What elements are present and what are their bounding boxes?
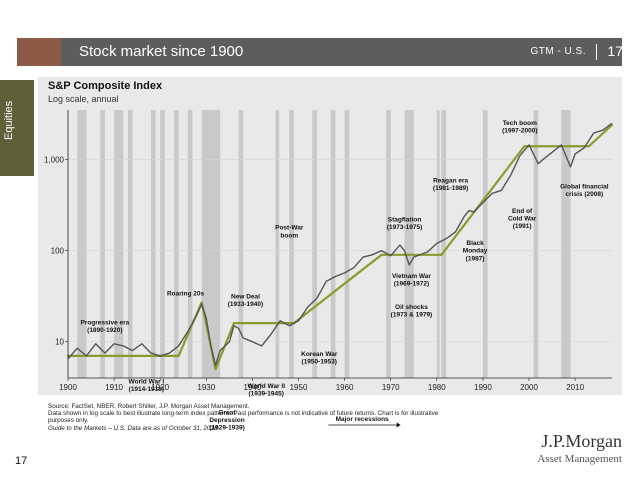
major-recessions-arrowhead	[396, 422, 401, 428]
annotation-5: World War II (1939-1945)	[247, 383, 285, 398]
x-tick-label-0: 1900	[59, 383, 77, 392]
x-tick-label-3: 1930	[197, 383, 215, 392]
annotation-15: End of Cold War (1991)	[508, 208, 537, 230]
sp-composite-line	[67, 122, 613, 367]
annotation-1: Roaring 20s	[167, 291, 205, 298]
page-number: 17	[15, 455, 28, 467]
annotation-4: Great Depression (1929-1939)	[209, 409, 244, 431]
annotation-11: Oil shocks (1973 & 1979)	[391, 304, 433, 319]
chart-lines	[66, 122, 614, 371]
header-page-number: 17	[607, 43, 623, 59]
recession-band-0	[77, 110, 87, 378]
recession-band-13	[330, 110, 336, 378]
trend-segment-9	[587, 123, 614, 148]
annotation-12: Reagan era (1981-1989)	[433, 178, 469, 193]
x-tick-label-1: 1910	[105, 383, 123, 392]
recession-band-15	[386, 110, 391, 378]
recession-band-3	[127, 110, 133, 378]
page-title: Stock market since 1900	[79, 43, 244, 60]
recession-bands	[77, 110, 571, 378]
x-tick-label-2: 1920	[151, 383, 169, 392]
header-accent-tab	[17, 38, 61, 66]
recession-band-18	[441, 110, 447, 378]
chart-axes: 1900 1910 1920 1930 1940 1950 1960 1970 1980 1990…	[44, 110, 612, 392]
annotation-0: Progressive era (1890-1920)	[80, 319, 129, 334]
x-tick-label-4: 1940	[244, 383, 262, 392]
y-tick-label-2: 1,000	[44, 156, 65, 165]
header-divider	[596, 44, 597, 60]
trend-segment-5	[292, 253, 383, 325]
annotation-7: Korean War (1950-1953)	[301, 351, 338, 366]
disclaimer-line-1: Data shown in log scale to best illustra…	[48, 410, 439, 418]
disclaimer-line-2: purposes only.	[48, 417, 89, 425]
recession-band-10	[275, 110, 280, 378]
recession-band-9	[238, 110, 244, 378]
recession-band-7	[187, 110, 193, 378]
recession-band-19	[482, 110, 488, 378]
recession-band-8	[201, 110, 221, 378]
header-tag: GTM - U.S.	[530, 46, 586, 57]
annotation-9: Stagflation (1973-1975)	[387, 216, 422, 231]
recession-band-6	[174, 110, 179, 378]
recession-band-20	[533, 110, 539, 378]
recession-band-11	[289, 110, 294, 378]
trend-segment-7	[440, 145, 526, 256]
y-tick-label-1: 100	[51, 247, 65, 256]
recession-band-4	[150, 110, 156, 378]
recession-band-17	[436, 110, 440, 378]
recession-band-14	[344, 110, 350, 378]
annotation-14: Tech boom (1997-2000)	[502, 120, 537, 135]
recession-band-5	[160, 110, 165, 378]
annotation-8: Major recessions	[336, 416, 389, 423]
footnotes: Source: FactSet, NBER, Robert Shiller, J…	[48, 403, 498, 432]
annotation-3: New Deal (1933-1940)	[228, 293, 263, 308]
chart-grid	[68, 159, 612, 343]
recession-band-12	[312, 110, 317, 378]
x-tick-label-7: 1970	[382, 383, 400, 392]
chart-annotations: Progressive era (1890-1920) Roaring 20s Wor…	[80, 120, 608, 432]
x-tick-label-8: 1980	[428, 383, 446, 392]
x-tick-label-11: 2010	[566, 383, 584, 392]
jpmorgan-logo: J.P.Morgan	[541, 431, 622, 451]
recession-band-16	[404, 110, 414, 378]
x-tick-label-10: 2000	[520, 383, 538, 392]
annotation-16: Global financial crisis (2008)	[560, 184, 609, 199]
x-tick-label-6: 1960	[336, 383, 354, 392]
recession-band-21	[561, 110, 571, 378]
x-tick-label-9: 1990	[474, 383, 492, 392]
recession-band-1	[100, 110, 105, 378]
annotation-10: Vietnam War (1969-1972)	[392, 273, 431, 288]
annotation-2: World War I (1914-1918)	[128, 378, 164, 393]
header-bar	[17, 38, 622, 66]
chart-title: S&P Composite Index	[48, 80, 163, 92]
chart-subtitle: Log scale, annual	[48, 94, 119, 104]
y-tick-label-0: 10	[55, 338, 64, 347]
asset-management-logo: Asset Management	[537, 453, 622, 465]
recession-band-2	[114, 110, 124, 378]
annotation-6: Post-War boom	[275, 225, 304, 240]
annotation-13: Black Monday (1987)	[463, 240, 488, 262]
source-note: Source: FactSet, NBER, Robert Shiller, J…	[48, 403, 250, 410]
sidebar-section-tab[interactable]	[0, 80, 34, 176]
x-tick-label-5: 1950	[290, 383, 308, 392]
guide-note: Guide to the Markets – U.S. Data are as …	[48, 424, 220, 432]
